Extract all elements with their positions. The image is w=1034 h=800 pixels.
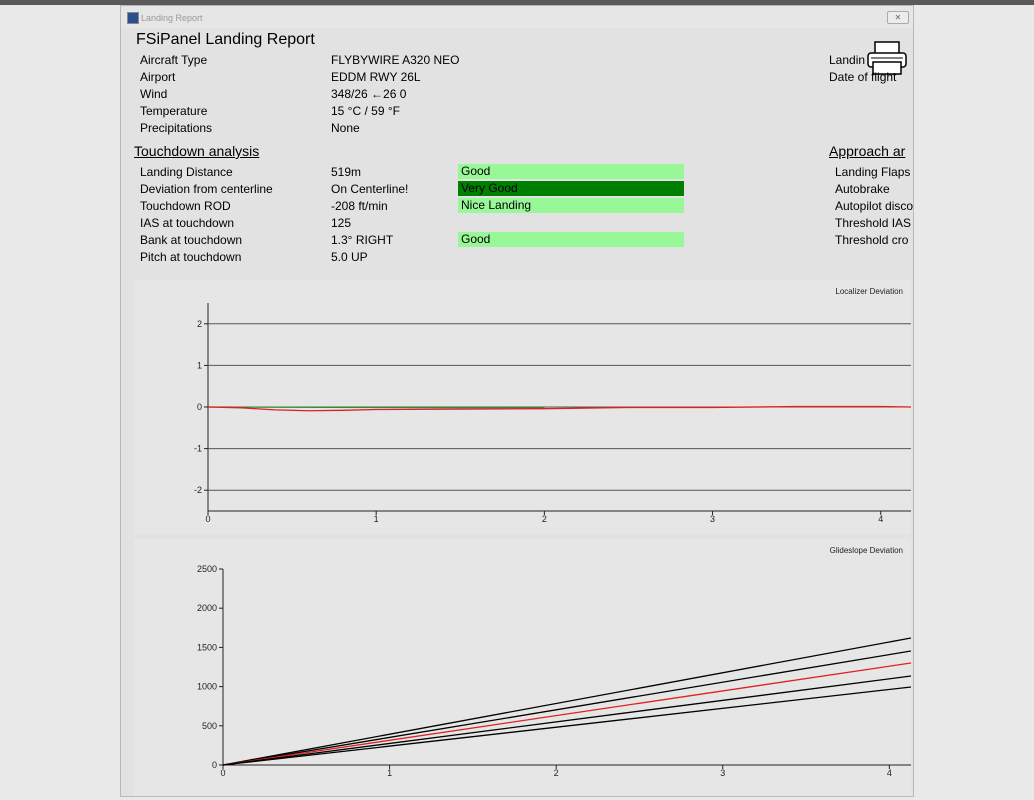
y-tick-label: 1	[197, 360, 202, 370]
td-label: IAS at touchdown	[140, 216, 235, 230]
td-value: 519m	[331, 165, 362, 179]
x-tick-label: 2	[542, 514, 547, 524]
info-value: EDDM RWY 26L	[331, 70, 421, 84]
td-label: Bank at touchdown	[140, 233, 243, 247]
x-tick-label: 3	[720, 768, 725, 778]
x-tick-label: 1	[374, 514, 379, 524]
td-rating: Good	[458, 232, 684, 247]
td-label: Landing Distance	[140, 165, 233, 179]
data-line	[222, 675, 911, 766]
td-value: 5.0 UP	[331, 250, 368, 264]
td-value: 125	[331, 216, 352, 230]
td-value: -208 ft/min	[331, 199, 388, 213]
info-value: 348/26 ←26 0	[331, 87, 407, 101]
info-value: FLYBYWIRE A320 NEO	[331, 53, 460, 67]
td-label: Deviation from centerline	[140, 182, 273, 196]
data-line	[222, 662, 911, 766]
x-tick-label: 1	[387, 768, 392, 778]
close-button[interactable]: ✕	[887, 11, 909, 24]
info-value: None	[331, 121, 360, 135]
x-tick-label: 0	[205, 514, 210, 524]
data-line	[207, 405, 911, 412]
report-title: FSiPanel Landing Report	[136, 31, 315, 48]
title-bar	[121, 6, 913, 28]
approach-label: Autopilot disco	[835, 199, 914, 213]
section-heading: Touchdown analysis	[134, 143, 260, 159]
info-value: 15 °C / 59 °F	[331, 104, 400, 118]
section-heading: Approach ar	[829, 143, 906, 159]
data-line	[222, 637, 911, 766]
y-tick-label: 2	[197, 319, 202, 329]
td-label: Pitch at touchdown	[140, 250, 242, 264]
td-rating: Nice Landing	[458, 198, 684, 213]
info-label: Wind	[140, 87, 168, 101]
approach-label: Landing Flaps	[835, 165, 911, 179]
x-tick-label: 4	[887, 768, 892, 778]
td-value: On Centerline!	[331, 182, 409, 196]
localizer-chart: Localizer Deviation 2 1 0 -1 -2 0 1 2 3 4	[134, 280, 911, 534]
window-title: Landing Report	[141, 13, 203, 23]
approach-label: Autobrake	[835, 182, 890, 196]
y-tick-label: 2000	[197, 603, 217, 613]
data-line	[222, 686, 911, 766]
x-tick-label: 4	[878, 514, 883, 524]
info-label: Aircraft Type	[140, 53, 208, 67]
x-tick-label: 0	[220, 768, 225, 778]
data-line	[222, 650, 911, 766]
y-tick-label: 0	[212, 760, 217, 770]
chart-title: Glideslope Deviation	[830, 546, 903, 555]
window: Landing Report ✕ FSiPanel Landing Report…	[120, 5, 914, 797]
print-icon[interactable]	[865, 40, 911, 78]
y-tick-label: 0	[197, 402, 202, 412]
x-tick-label: 2	[554, 768, 559, 778]
td-label: Touchdown ROD	[140, 199, 231, 213]
glideslope-chart: Glideslope Deviation 0 500 1000 1500 2000 2500…	[134, 539, 911, 796]
top-frame	[0, 0, 1034, 5]
y-tick-label: 1000	[197, 682, 217, 692]
data-line	[207, 406, 545, 409]
y-tick-label: -2	[194, 485, 202, 495]
y-tick-label: -1	[194, 444, 202, 454]
x-tick-label: 3	[710, 514, 715, 524]
window-icon	[127, 12, 139, 24]
info-label: Precipitations	[140, 121, 213, 135]
info-label: Temperature	[140, 104, 208, 118]
td-rating: Good	[458, 164, 684, 179]
chart-title: Localizer Deviation	[835, 287, 903, 296]
y-tick-label: 2500	[197, 564, 217, 574]
approach-label: Threshold IAS	[835, 216, 912, 230]
td-rating: Very Good	[458, 181, 684, 196]
info-label: Airport	[140, 70, 176, 84]
td-value: 1.3° RIGHT	[331, 233, 394, 247]
info-label: Landin	[829, 53, 866, 67]
approach-label: Threshold cro	[835, 233, 909, 247]
y-tick-label: 500	[202, 721, 217, 731]
y-tick-label: 1500	[197, 642, 217, 652]
info-label: Date of flight	[829, 70, 897, 84]
